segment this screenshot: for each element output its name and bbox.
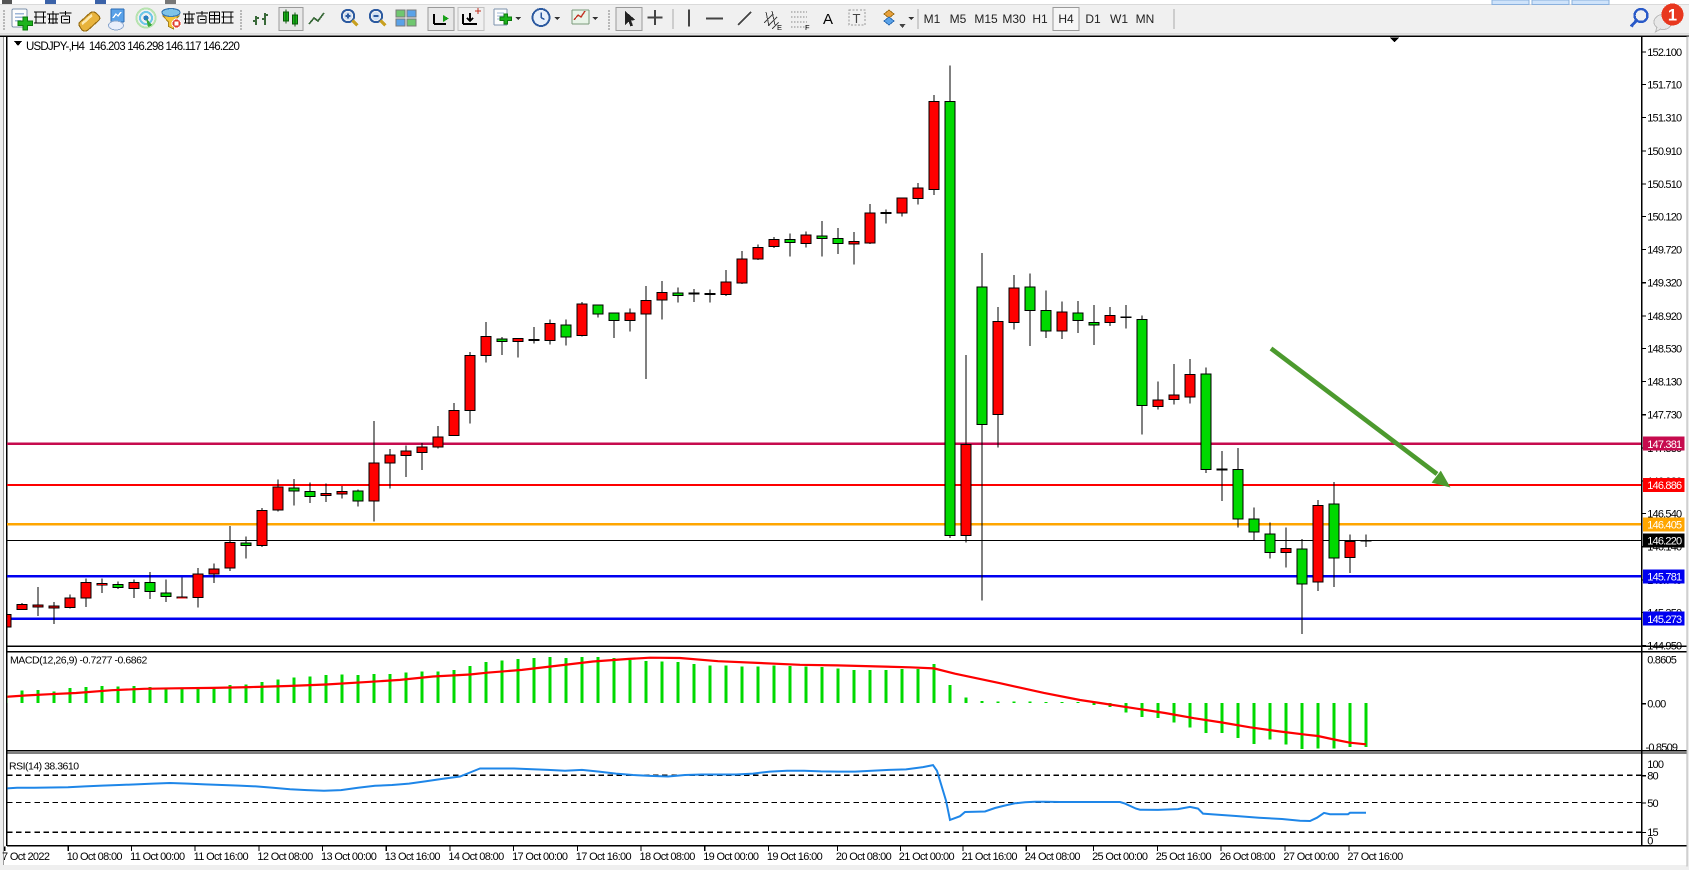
svg-text:145.273: 145.273	[1647, 614, 1682, 626]
svg-text:USDJPY-,H4 146.203 146.298 14: USDJPY-,H4 146.203 146.298 146.117 146.2…	[26, 41, 239, 53]
svg-text:80: 80	[1647, 771, 1658, 783]
svg-text:20 Oct 08:00: 20 Oct 08:00	[836, 851, 892, 863]
svg-text:17 Oct 16:00: 17 Oct 16:00	[576, 851, 632, 863]
svg-text:148.530: 148.530	[1647, 343, 1682, 355]
svg-text:150.120: 150.120	[1647, 211, 1682, 223]
svg-text:11 Oct 00:00: 11 Oct 00:00	[130, 851, 185, 863]
svg-text:12 Oct 08:00: 12 Oct 08:00	[257, 851, 313, 863]
svg-text:0: 0	[1647, 836, 1653, 848]
svg-text:19 Oct 00:00: 19 Oct 00:00	[703, 851, 759, 863]
svg-text:-0.8509: -0.8509	[1646, 742, 1678, 754]
svg-text:7 Oct 2022: 7 Oct 2022	[2, 851, 50, 863]
svg-text:M1: M1	[924, 12, 941, 26]
svg-text:151.310: 151.310	[1647, 113, 1682, 125]
svg-text:M5: M5	[950, 12, 967, 26]
svg-text:148.920: 148.920	[1647, 311, 1682, 323]
svg-text:26 Oct 08:00: 26 Oct 08:00	[1220, 851, 1276, 863]
svg-text:W1: W1	[1110, 12, 1128, 26]
svg-text:1: 1	[1668, 7, 1677, 25]
svg-text:147.730: 147.730	[1647, 410, 1682, 422]
svg-text:149.720: 149.720	[1647, 245, 1682, 257]
svg-text:H4: H4	[1058, 12, 1074, 26]
svg-text:11 Oct 16:00: 11 Oct 16:00	[194, 851, 249, 863]
svg-text:MACD(12,26,9) -0.7277 -0.6862: MACD(12,26,9) -0.7277 -0.6862	[10, 655, 148, 667]
svg-text:19 Oct 16:00: 19 Oct 16:00	[767, 851, 823, 863]
svg-text:25 Oct 16:00: 25 Oct 16:00	[1156, 851, 1212, 863]
svg-text:E: E	[777, 23, 782, 32]
svg-text:149.320: 149.320	[1647, 278, 1682, 290]
svg-text:M15: M15	[974, 12, 998, 26]
svg-text:T: T	[853, 11, 861, 26]
svg-text:147.381: 147.381	[1647, 439, 1682, 451]
svg-text:21 Oct 16:00: 21 Oct 16:00	[962, 851, 1018, 863]
svg-text:D1: D1	[1085, 12, 1101, 26]
svg-text:10 Oct 08:00: 10 Oct 08:00	[67, 851, 123, 863]
svg-text:27 Oct 00:00: 27 Oct 00:00	[1283, 851, 1339, 863]
svg-text:150.910: 150.910	[1647, 146, 1682, 158]
svg-text:146.405: 146.405	[1647, 520, 1682, 532]
svg-text:0.00: 0.00	[1647, 699, 1666, 711]
svg-text:17 Oct 00:00: 17 Oct 00:00	[512, 851, 568, 863]
svg-text:144.950: 144.950	[1647, 641, 1682, 653]
svg-text:21 Oct 00:00: 21 Oct 00:00	[899, 851, 955, 863]
svg-text:H1: H1	[1032, 12, 1048, 26]
svg-text:100: 100	[1647, 759, 1664, 771]
svg-text:13 Oct 16:00: 13 Oct 16:00	[385, 851, 441, 863]
svg-text:A: A	[823, 11, 833, 28]
svg-text:18 Oct 08:00: 18 Oct 08:00	[640, 851, 696, 863]
svg-text:152.100: 152.100	[1647, 47, 1682, 59]
svg-text:151.710: 151.710	[1647, 79, 1682, 91]
svg-text:15: 15	[1647, 827, 1658, 839]
svg-text:148.130: 148.130	[1647, 377, 1682, 389]
svg-text:146.220: 146.220	[1647, 536, 1682, 548]
svg-text:27 Oct 16:00: 27 Oct 16:00	[1347, 851, 1403, 863]
svg-text:MN: MN	[1136, 12, 1155, 26]
svg-text:25 Oct 00:00: 25 Oct 00:00	[1092, 851, 1148, 863]
svg-text:F: F	[805, 23, 810, 32]
svg-text:50: 50	[1647, 798, 1658, 810]
svg-text:146.886: 146.886	[1647, 480, 1682, 492]
svg-text:0.8605: 0.8605	[1647, 655, 1677, 667]
svg-text:13 Oct 00:00: 13 Oct 00:00	[321, 851, 377, 863]
svg-text:145.781: 145.781	[1647, 572, 1682, 584]
svg-text:24 Oct 08:00: 24 Oct 08:00	[1025, 851, 1081, 863]
svg-text:14 Oct 08:00: 14 Oct 08:00	[448, 851, 504, 863]
svg-text:RSI(14) 38.3610: RSI(14) 38.3610	[9, 761, 79, 773]
svg-text:M30: M30	[1002, 12, 1026, 26]
svg-text:150.510: 150.510	[1647, 179, 1682, 191]
